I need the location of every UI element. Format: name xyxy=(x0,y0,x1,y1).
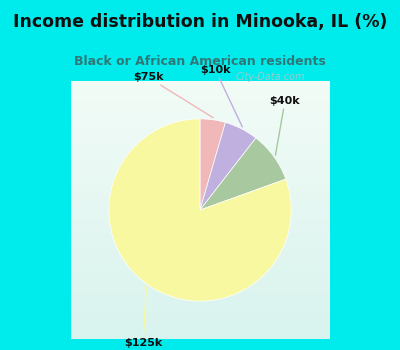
Text: Black or African American residents: Black or African American residents xyxy=(74,55,326,68)
Wedge shape xyxy=(200,138,286,210)
Wedge shape xyxy=(200,119,226,210)
Text: $125k: $125k xyxy=(124,286,162,348)
Text: $40k: $40k xyxy=(270,96,300,155)
Wedge shape xyxy=(200,122,256,210)
Text: City-Data.com: City-Data.com xyxy=(236,72,305,82)
Text: $10k: $10k xyxy=(200,65,242,127)
Text: Income distribution in Minooka, IL (%): Income distribution in Minooka, IL (%) xyxy=(13,13,387,30)
Wedge shape xyxy=(109,119,291,301)
Text: $75k: $75k xyxy=(133,72,213,118)
